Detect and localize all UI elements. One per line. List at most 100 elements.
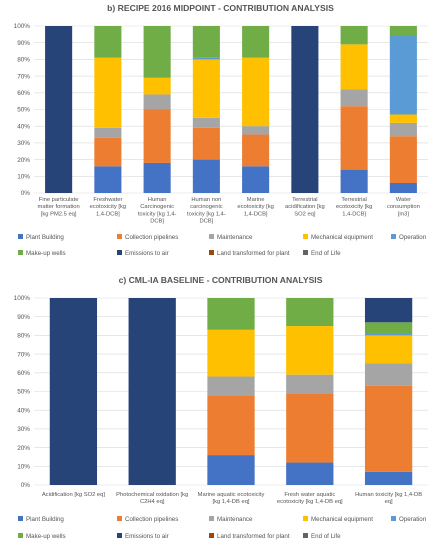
legend-label: Make-up wells — [26, 533, 66, 540]
category-label: Acidification [kg SO2 eq] — [42, 492, 106, 498]
legend-swatch — [391, 516, 396, 521]
bar-segment — [192, 159, 220, 193]
bar-segment — [364, 385, 413, 472]
legend-swatch — [303, 533, 308, 538]
bar-segment — [207, 298, 255, 330]
legend-swatch — [18, 250, 23, 255]
bar-segment — [192, 127, 220, 160]
bar-segment — [389, 122, 417, 137]
bar-segment — [192, 57, 220, 60]
y-tick-label: 50% — [17, 107, 30, 114]
category-label: Human non carcinogenic toxicity [kg 1,4-DC… — [187, 197, 226, 225]
bar-segment — [364, 363, 413, 386]
bar-segment — [286, 298, 334, 327]
bar-segment — [389, 136, 417, 183]
category-label: Water consumption [m3] — [387, 197, 420, 217]
y-tick-label: 100% — [14, 23, 31, 30]
legend-swatch — [209, 250, 214, 255]
bar-segment — [192, 117, 220, 128]
legend-swatch — [303, 516, 308, 521]
bar-segment — [389, 36, 417, 115]
legend-swatch — [391, 234, 396, 239]
y-tick-label: 0% — [21, 482, 31, 489]
legend-swatch — [117, 533, 122, 538]
bar-segment — [128, 298, 176, 485]
bar-segment — [207, 395, 255, 456]
category-label: Photochemical oxidation [kg C2H4 eq] — [116, 492, 188, 505]
bar-segment — [286, 462, 334, 485]
category-label: Freshwater ecotoxicity [kg 1,4-DCB] — [90, 197, 126, 217]
legend-label: End of Life — [311, 533, 341, 540]
legend-swatch — [117, 516, 122, 521]
bar-segment — [192, 26, 220, 58]
legend-label: Plant Building — [26, 234, 64, 241]
y-tick-label: 10% — [17, 174, 30, 181]
bar-segment — [242, 166, 270, 193]
bar-segment — [242, 57, 270, 127]
bar-segment — [389, 114, 417, 123]
legend-swatch — [117, 234, 122, 239]
y-tick-label: 40% — [17, 407, 30, 414]
category-label: Terrestrial acidification [kg SO2 eq] — [285, 197, 325, 217]
legend-swatch — [303, 234, 308, 239]
bar-segment — [242, 26, 270, 58]
bar-segment — [143, 109, 171, 163]
legend-label: Plant Building — [26, 516, 64, 523]
legend-label: Maintenance — [217, 516, 253, 523]
y-tick-label: 100% — [14, 295, 31, 302]
bar-segment — [340, 26, 368, 45]
bar-segment — [286, 393, 334, 463]
bar-segment — [242, 126, 270, 135]
legend-swatch — [209, 516, 214, 521]
category-label: Marine ecotoxicity [kg 1,4-DCB] — [237, 197, 273, 217]
bar-segment — [207, 455, 255, 485]
y-tick-label: 60% — [17, 370, 30, 377]
y-tick-label: 0% — [21, 190, 31, 197]
legend-label: Make-up wells — [26, 250, 66, 257]
bar-segment — [94, 137, 122, 167]
bar-segment — [364, 335, 413, 364]
bar-segment — [143, 77, 171, 95]
bar-segment — [286, 326, 334, 375]
legend-label: Operation — [399, 516, 427, 523]
legend-label: Land transformed for plant — [217, 533, 290, 540]
bar-segment — [340, 106, 368, 170]
y-tick-label: 70% — [17, 351, 30, 358]
legend-swatch — [117, 250, 122, 255]
legend-label: End of Life — [311, 250, 341, 257]
bar-segment — [291, 26, 319, 193]
legend-label: Land transformed for plant — [217, 250, 290, 257]
y-tick-label: 80% — [17, 57, 30, 64]
bar-segment — [242, 134, 270, 167]
chart-title: b) RECIPE 2016 MIDPOINT - CONTRIBUTION A… — [107, 3, 334, 13]
chart-title: c) CML-IA BASELINE - CONTRIBUTION ANALYS… — [119, 275, 323, 285]
legend-swatch — [18, 516, 23, 521]
bar-segment — [94, 166, 122, 193]
legend-swatch — [209, 234, 214, 239]
bar-segment — [143, 26, 171, 78]
y-tick-label: 10% — [17, 464, 30, 471]
y-tick-label: 90% — [17, 40, 30, 47]
bar-segment — [207, 329, 255, 377]
legend-swatch — [209, 533, 214, 538]
bar-segment — [389, 26, 417, 37]
legend-label: Emissions to air — [125, 533, 169, 540]
bar-segment — [340, 169, 368, 193]
legend-label: Mechanical equipment — [311, 516, 373, 523]
bar-segment — [364, 322, 413, 334]
y-tick-label: 60% — [17, 90, 30, 97]
bar-segment — [94, 127, 122, 138]
legend-label: Collection pipelines — [125, 234, 178, 241]
bar-segment — [45, 26, 73, 193]
y-tick-label: 70% — [17, 73, 30, 80]
y-tick-label: 80% — [17, 333, 30, 340]
legend-label: Maintenance — [217, 234, 253, 241]
legend-swatch — [303, 250, 308, 255]
category-label: Human Carcinogenic toxicity [kg 1,4-DCB] — [138, 197, 177, 225]
y-tick-label: 20% — [17, 445, 30, 452]
legend-label: Emissions to air — [125, 250, 169, 257]
legend-swatch — [18, 533, 23, 538]
bar-segment — [364, 471, 413, 485]
